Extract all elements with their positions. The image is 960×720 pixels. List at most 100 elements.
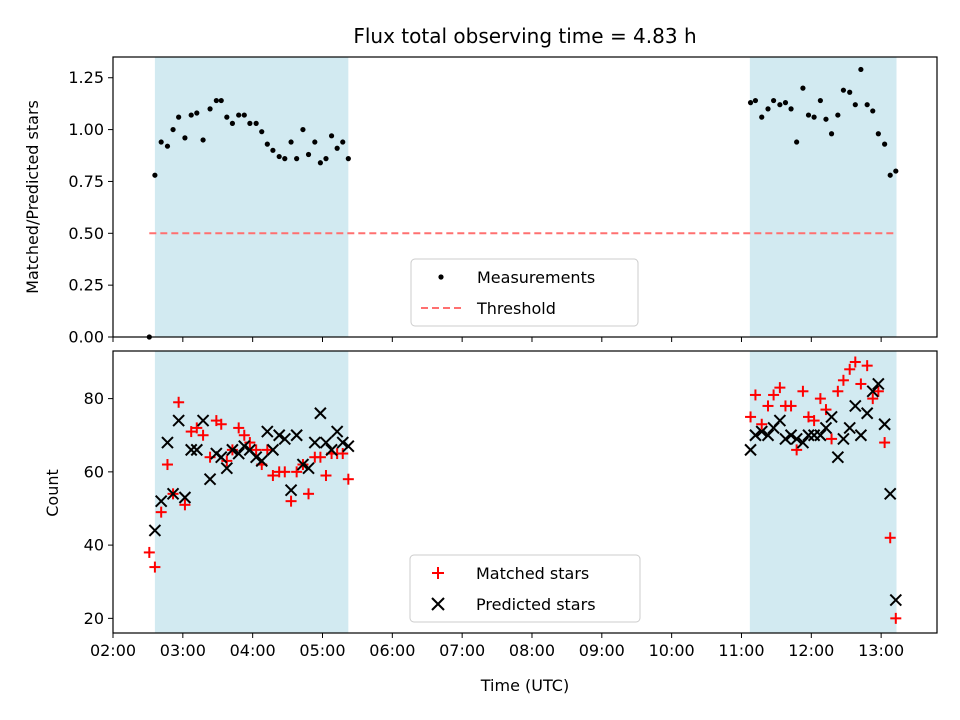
predicted-star-point (884, 487, 897, 501)
legend-predicted-label: Predicted stars (476, 595, 596, 614)
measurement-point (858, 66, 864, 73)
predicted-star-point (336, 436, 349, 449)
predicted-star-point (249, 451, 263, 464)
top-y-axis-label: Matched/Predicted stars (23, 100, 42, 294)
measurement-point (158, 139, 164, 145)
predicted-star-point (266, 443, 280, 457)
x-tick-label: 02:00 (90, 641, 136, 660)
measurement-point (882, 141, 888, 147)
measurement-point (875, 131, 881, 137)
matched-star-point (215, 418, 227, 430)
predicted-star-point (849, 399, 862, 413)
y-tick-label: 0.75 (68, 172, 104, 191)
measurement-point (828, 131, 835, 137)
measurement-point (887, 172, 893, 178)
y-tick-label: 0.50 (68, 224, 104, 243)
top-panel: Flux total observing time = 4.83 h Match… (23, 24, 938, 347)
x-tick-label: 05:00 (299, 641, 345, 660)
matched-star-point (303, 488, 315, 500)
chart-title: Flux total observing time = 4.83 h (353, 24, 696, 48)
predicted-star-point (203, 472, 217, 486)
matched-star-point (762, 400, 774, 412)
matched-star-point (221, 455, 233, 467)
predicted-star-point (744, 443, 757, 457)
matched-star-point (250, 444, 262, 456)
predicted-star-point (330, 425, 344, 438)
predicted-star-point (854, 429, 868, 442)
matched-star-point (837, 374, 849, 386)
measurement-point (218, 97, 224, 104)
measurement-point (229, 120, 236, 126)
predicted-star-point (154, 494, 168, 508)
predicted-star-point (837, 432, 850, 446)
predicted-star-point (161, 436, 174, 449)
measurement-point (182, 135, 188, 141)
matched-star-point (233, 422, 245, 434)
measurement-point (294, 156, 300, 162)
predicted-star-point (148, 524, 162, 537)
measurement-point (164, 143, 171, 149)
shaded-span-1 (749, 57, 897, 337)
measurement-point (794, 139, 800, 145)
measurement-point (323, 156, 329, 162)
x-tick-label: 06:00 (369, 641, 415, 660)
predicted-star-point (779, 432, 792, 446)
predicted-star-point (232, 447, 245, 460)
matched-star-point (314, 451, 326, 463)
predicted-star-point (761, 429, 775, 442)
y-tick-label: 1.25 (68, 68, 104, 87)
measurement-point (253, 120, 259, 126)
x-tick-label: 10:00 (649, 641, 695, 660)
predicted-star-point (878, 418, 891, 431)
legend-measurements-marker (438, 274, 444, 280)
bottom-legend-box (409, 554, 641, 623)
matched-star-point (745, 411, 757, 423)
top-axes-frame (112, 56, 938, 338)
measurement-point (259, 129, 265, 135)
predicted-star-point (290, 429, 303, 442)
predicted-star-point (889, 593, 903, 607)
matched-star-point (244, 437, 256, 449)
measurement-point (893, 168, 899, 174)
legend-threshold-label: Threshold (476, 299, 556, 318)
predicted-star-point (860, 407, 874, 420)
matched-star-point (867, 393, 879, 405)
y-tick-label: 1.00 (68, 120, 104, 139)
predicted-star-point (220, 461, 234, 475)
predicted-star-point (226, 443, 239, 457)
predicted-star-point (196, 414, 210, 427)
predicted-star-point (825, 410, 838, 424)
measurement-point (264, 141, 270, 147)
matched-star-point (342, 473, 354, 485)
matched-star-point (826, 433, 838, 445)
measurement-point (300, 126, 306, 133)
top-legend: Measurements Threshold (410, 258, 639, 327)
predicted-star-point (172, 414, 185, 427)
predicted-star-point (802, 429, 815, 442)
x-axis-label: Time (UTC) (480, 676, 569, 695)
matched-star-point (185, 426, 197, 438)
matched-star-point (749, 389, 761, 401)
measurement-point (170, 126, 176, 133)
predicted-star-point (302, 461, 315, 475)
matched-star-point (161, 459, 173, 471)
matched-star-point (149, 561, 161, 573)
measurement-point (864, 102, 870, 108)
legend-matched-marker (432, 567, 444, 579)
measurement-point (282, 156, 288, 162)
predicted-star-point (843, 421, 856, 435)
y-tick-label: 0.25 (68, 276, 104, 295)
predicted-star-point (790, 432, 803, 446)
x-tick-label: 09:00 (579, 641, 625, 660)
predicted-star-point (866, 385, 879, 398)
matched-star-point (832, 385, 844, 397)
measurement-point (224, 114, 230, 120)
matched-star-point (267, 470, 279, 482)
bottom-axes-frame (112, 350, 938, 634)
predicted-star-point (755, 425, 768, 438)
matched-star-point (808, 415, 820, 427)
measurement-point (247, 120, 253, 126)
matched-star-point (890, 612, 902, 624)
matched-star-point (191, 422, 203, 434)
y-tick-label: 20 (84, 609, 104, 628)
